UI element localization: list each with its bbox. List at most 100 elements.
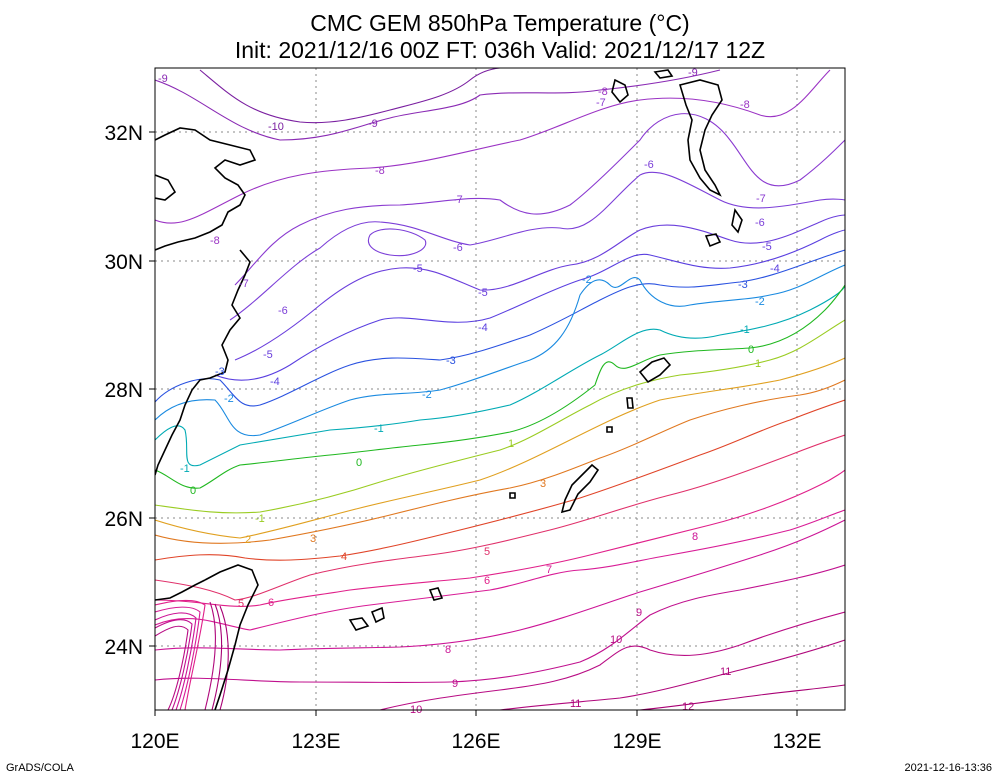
coastline-tokunoshima xyxy=(626,397,634,409)
contour-label: 4 xyxy=(341,551,347,563)
isotherm-minus-5 xyxy=(234,214,845,361)
contour-label: 0 xyxy=(190,485,196,497)
contour-label: 12 xyxy=(682,701,694,713)
contour-label: -9 xyxy=(158,73,168,85)
contour-label: 0 xyxy=(356,457,362,469)
software-credit: GrADS/COLA xyxy=(6,762,74,774)
contour-label: -8 xyxy=(598,86,608,98)
contour-label: 11 xyxy=(720,666,731,678)
contour-label: -2 xyxy=(755,296,765,308)
contour-label: -5 xyxy=(263,349,273,361)
coastline-korea xyxy=(611,78,629,104)
contour-label: -7 xyxy=(756,193,766,205)
contour-label: -1 xyxy=(255,513,265,525)
isotherm-minus-9 xyxy=(155,69,721,141)
coastline-okinoerabu xyxy=(606,426,613,433)
isotherm-cluster-6 xyxy=(204,601,216,710)
contour-label: -8 xyxy=(210,235,220,247)
isotherm-11 xyxy=(499,639,845,710)
contour-label: -6 xyxy=(453,242,463,254)
coastline-china-north xyxy=(155,127,257,251)
contour-label: -7 xyxy=(239,278,249,290)
contour-label: 11 xyxy=(570,698,581,710)
contour-label: 7 xyxy=(546,564,552,576)
lon-tick-label: 129E xyxy=(612,730,661,753)
isotherm-1 xyxy=(155,319,845,514)
isotherm-7 xyxy=(155,509,845,631)
contour-label: -2 xyxy=(582,274,592,286)
coastline-kyushu xyxy=(678,79,723,197)
contour-label: 1 xyxy=(755,358,761,370)
isotherm-6 xyxy=(155,469,845,607)
coastline-okinawa xyxy=(560,463,600,514)
lat-tick-label: 28N xyxy=(104,379,143,402)
contour-label: -6 xyxy=(755,217,765,229)
isotherm-cluster-4 xyxy=(155,619,193,710)
contour-label: -9 xyxy=(368,118,378,130)
contour-label: -7 xyxy=(453,194,463,206)
lon-axis-labels: 120E 123E 126E 129E 132E xyxy=(130,730,821,753)
isotherm-cluster-2 xyxy=(155,606,201,710)
isotherm-0 xyxy=(155,284,845,489)
contour-label: 1 xyxy=(508,438,514,450)
isotherm-minus-8 xyxy=(155,69,831,224)
contour-label: -1 xyxy=(374,423,384,435)
lat-tick-label: 24N xyxy=(104,636,143,659)
isotherm-9 xyxy=(155,564,845,683)
contour-label: -8 xyxy=(740,99,750,111)
coastline-amami xyxy=(638,357,672,384)
contour-label: -5 xyxy=(413,263,423,275)
lon-tick-label: 132E xyxy=(772,730,821,753)
isotherm-minus-1 xyxy=(155,284,845,467)
contour-label: -1 xyxy=(180,463,190,475)
isotherm-minus-6 xyxy=(229,171,845,321)
contour-label: 10 xyxy=(610,634,622,646)
coastline-yakushima xyxy=(704,233,722,248)
contour-label: 5 xyxy=(484,546,490,558)
contour-label: 9 xyxy=(452,678,458,690)
coastline-iriomote xyxy=(370,606,385,624)
lon-tick-label: 120E xyxy=(130,730,179,753)
contour-label: -3 xyxy=(446,355,456,367)
graticule xyxy=(155,68,845,710)
contour-label: -1 xyxy=(740,324,750,336)
contour-label: 8 xyxy=(692,531,698,543)
contour-label: -9 xyxy=(688,67,698,79)
contour-label: -5 xyxy=(478,287,488,299)
lat-tick-label: 26N xyxy=(104,508,143,531)
contour-label: 0 xyxy=(748,344,754,356)
coastline-kumejima xyxy=(509,492,516,499)
contour-label: -5 xyxy=(762,241,772,253)
isotherm-minus-3 xyxy=(155,249,845,407)
isotherm-4 xyxy=(155,399,845,561)
coastline-jeju xyxy=(653,69,674,79)
isotherm-2 xyxy=(155,357,845,539)
coastline-china-mid xyxy=(155,174,177,201)
isotherm-12 xyxy=(639,684,845,710)
contour-label: -6 xyxy=(644,159,654,171)
isotherm-3 xyxy=(155,379,845,544)
contour-label: 2 xyxy=(245,534,251,546)
coastline-miyako xyxy=(428,587,444,601)
contour-label: -8 xyxy=(375,165,385,177)
contour-label: 3 xyxy=(310,533,316,545)
contour-labels: -9 -10 -9 -8 -8 -7 -6 -5 -5 -4 -3 -2 -1 … xyxy=(158,67,780,716)
coastline-ishigaki xyxy=(348,617,370,631)
isotherm-cluster-3 xyxy=(155,612,197,710)
contour-label: 6 xyxy=(484,575,490,587)
chart-subtitle: Init: 2021/12/16 00Z FT: 036h Valid: 202… xyxy=(234,37,766,63)
contour-label: 9 xyxy=(636,607,642,619)
contour-label: -4 xyxy=(770,263,780,275)
lon-tick-label: 123E xyxy=(291,730,340,753)
isotherm-minus-4 xyxy=(214,229,845,381)
contour-label: 5 xyxy=(238,598,244,610)
isotherm-cluster-8 xyxy=(219,605,229,710)
isotherm-minus-7 xyxy=(234,113,845,286)
coastlines xyxy=(155,69,743,710)
isotherm-cluster-7 xyxy=(211,603,223,710)
coastline-china-south xyxy=(155,249,251,476)
isotherm-minus-2 xyxy=(155,264,845,437)
contour-label: -2 xyxy=(422,389,432,401)
contour-label: -6 xyxy=(278,305,288,317)
